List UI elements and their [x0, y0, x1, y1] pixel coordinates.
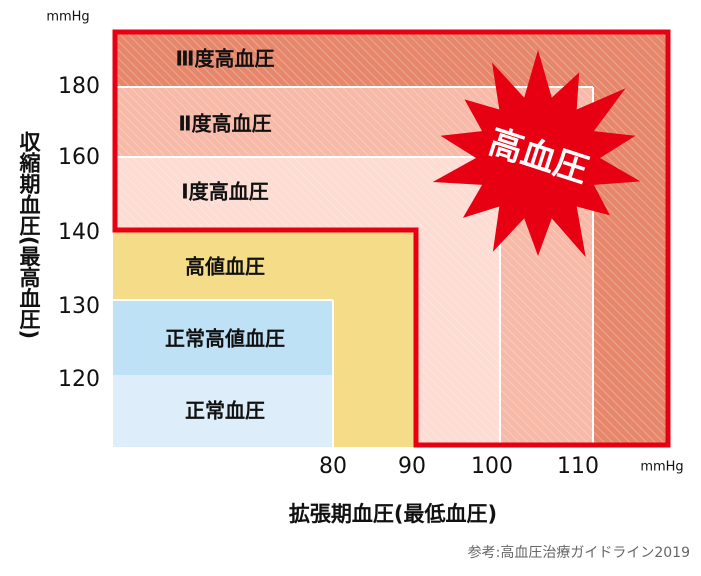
y-tick-label: 130 — [58, 294, 100, 319]
region-label: Ⅱ度高血圧 — [178, 112, 271, 136]
region-label: 正常血圧 — [185, 399, 265, 423]
region-normal — [113, 375, 333, 447]
y-tick-label: 140 — [58, 220, 100, 245]
source: 参考:高血圧治療ガイドライン2019 — [468, 544, 690, 561]
x-tick-label: 80 — [319, 454, 347, 479]
badge: 高血圧 — [432, 50, 641, 258]
x-tick-label: 90 — [398, 454, 426, 479]
y-unit: mmHg — [46, 10, 89, 25]
x-tick-label: 100 — [471, 454, 513, 479]
x-tick-label: 110 — [557, 454, 599, 479]
y-tick-label: 160 — [58, 145, 100, 170]
x-unit: mmHg — [640, 460, 683, 475]
region-label: 正常高値血圧 — [165, 327, 285, 351]
y-tick-label: 180 — [58, 74, 100, 99]
x-axis-label: 拡張期血圧(最低血圧) — [289, 502, 497, 526]
region-label: Ⅲ度高血圧 — [176, 47, 275, 71]
region-label: Ⅰ度高血圧 — [181, 180, 268, 204]
region-high-normal — [113, 300, 333, 375]
region-label: 高値血圧 — [185, 255, 265, 279]
y-axis-label: 収縮期血圧(最高血圧) — [17, 131, 42, 339]
hypertension-outline — [112, 29, 671, 448]
starburst — [432, 50, 641, 258]
y-tick-label: 120 — [58, 367, 100, 392]
